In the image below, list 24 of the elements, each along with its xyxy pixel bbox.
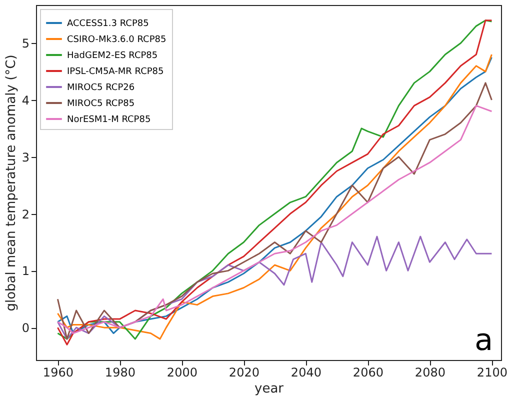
x-tick-label: 2020 [228,366,260,380]
legend-label: HadGEM2-ES RCP85 [67,51,158,61]
legend-label: MIROC5 RCP85 [67,99,135,109]
x-axis-title: year [254,382,284,396]
y-tick-label: 0 [22,321,30,336]
annotation: a [474,323,493,358]
y-tick-label: 5 [22,36,30,51]
x-tick-label: 2080 [414,366,446,380]
y-tick-label: 2 [22,207,30,222]
y-tick-label: 3 [22,150,30,164]
legend-label: CSIRO-Mk3.6.0 RCP85 [67,35,166,45]
legend-label: IPSL-CM5A-MR RCP85 [67,67,164,77]
x-tick-label: 2040 [290,366,322,380]
y-tick-label: 1 [22,264,30,278]
y-tick-label: 4 [22,94,30,108]
x-tick-label: 1960 [42,366,74,380]
y-axis-title: global mean temperature anomaly (°C) [4,54,19,312]
x-tick-label: 2060 [352,366,384,380]
x-tick-label: 2100 [476,366,508,380]
x-tick-label: 1980 [104,366,136,380]
legend-label: ACCESS1.3 RCP85 [67,19,149,29]
legend-label: NorESM1-M RCP85 [67,115,151,125]
x-tick-label: 2000 [166,366,198,380]
legend-label: MIROC5 RCP26 [67,83,135,93]
